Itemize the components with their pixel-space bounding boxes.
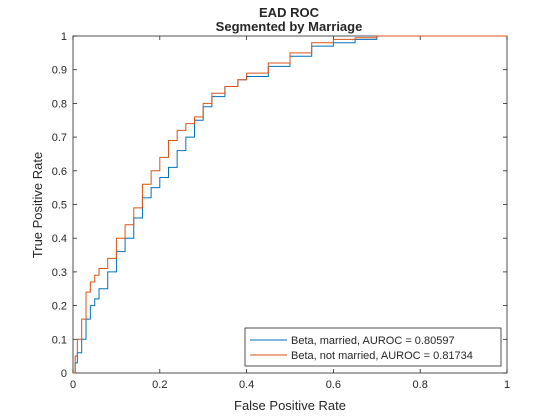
legend-box xyxy=(244,327,502,367)
y-tick-label: 0.4 xyxy=(52,233,67,245)
y-tick-label: 0.1 xyxy=(52,334,67,346)
chart-subtitle: Segmented by Marriage xyxy=(216,19,363,34)
y-tick-label: 0.6 xyxy=(52,166,67,178)
legend: Beta, married, AUROC = 0.80597 Beta, not… xyxy=(244,327,502,367)
y-axis-label: True Positive Rate xyxy=(30,152,45,258)
y-tick-label: 0 xyxy=(61,368,67,380)
y-tick-label: 1 xyxy=(61,31,67,43)
x-tick-label: 0.8 xyxy=(413,379,428,391)
y-tick-label: 0.5 xyxy=(52,200,67,212)
legend-label-not-married: Beta, not married, AUROC = 0.81734 xyxy=(291,350,473,362)
series-lines xyxy=(73,35,507,374)
plot-area xyxy=(72,35,508,374)
legend-label-married: Beta, married, AUROC = 0.80597 xyxy=(291,335,455,347)
series-line-not-married xyxy=(73,35,507,374)
y-tick-label: 0.2 xyxy=(52,301,67,313)
x-axis-label: False Positive Rate xyxy=(234,398,346,413)
x-tick-label: 0.2 xyxy=(152,379,167,391)
x-tick-label: 0.4 xyxy=(239,379,254,391)
y-tick-label: 0.9 xyxy=(52,65,67,77)
x-tick-label: 0.6 xyxy=(326,379,341,391)
axis-ticks: 0 0.2 0.4 0.6 0.8 1 0 0.1 0.2 0.3 0.4 0.5 0.6 0.7 0.8 0… xyxy=(52,31,510,391)
x-tick-label: 0 xyxy=(70,379,76,391)
y-tick-label: 0.7 xyxy=(52,132,67,144)
y-tick-label: 0.3 xyxy=(52,267,67,279)
y-tick-label: 0.8 xyxy=(52,98,67,110)
chart-title: EAD ROC xyxy=(259,5,320,20)
x-tick-label: 1 xyxy=(504,379,510,391)
